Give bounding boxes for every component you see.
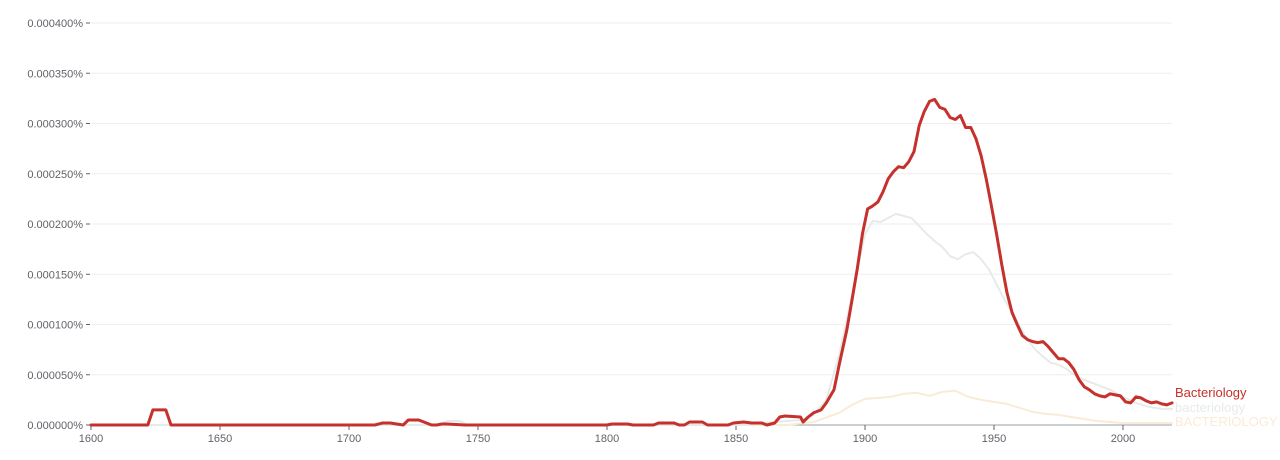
y-tick-label: 0.000100% [27,320,83,332]
x-tick-label: 1850 [724,433,748,445]
y-tick-label: 0.000150% [27,269,83,281]
x-tick-label: 1700 [337,433,361,445]
x-tick-label: 1750 [466,433,490,445]
grid-lines [91,22,1172,376]
series-line-bacteriology-0[interactable] [89,97,1174,427]
y-tick-label: 0.000400% [27,18,83,30]
y-tick-label: 0.000200% [27,219,83,231]
y-tick-label: 0.000050% [27,370,83,382]
x-tick-label: 1600 [79,433,103,445]
series-label-0[interactable]: Bacteriology [1175,385,1247,400]
x-tick-label: 2000 [1111,433,1135,445]
x-tick-label: 1800 [595,433,619,445]
series-label-2[interactable]: BACTERIOLOGY [1175,414,1278,429]
y-tick-label: 0.000250% [27,169,83,181]
axes: 0.000000% 0.000050% 0.000100% 0.000150% 0.00… [27,18,1172,445]
series-line-bacteriology-2[interactable] [90,389,1173,426]
series-lines [89,97,1174,427]
x-tick-label: 1650 [208,433,232,445]
y-tick-label: 0.000300% [27,119,83,131]
series-line-bacteriology-1[interactable] [90,212,1173,426]
y-tick-label: 0.000000% [27,420,83,432]
x-tick-label: 1900 [853,433,877,445]
y-tick-label: 0.000350% [27,68,83,80]
x-tick-label: 1950 [982,433,1006,445]
series-label-1[interactable]: bacteriology [1175,400,1246,415]
